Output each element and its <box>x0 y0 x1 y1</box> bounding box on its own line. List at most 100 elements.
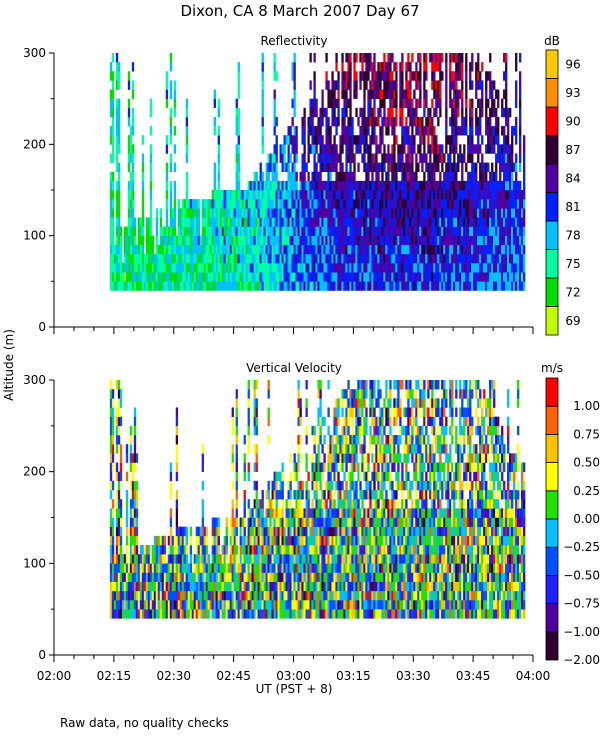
heatmap-cell <box>491 199 494 209</box>
heatmap-cell <box>149 253 153 264</box>
heatmap-cell <box>511 281 514 291</box>
heatmap-cell <box>379 135 382 145</box>
heatmap-cell <box>237 208 240 218</box>
heatmap-cell <box>151 545 155 555</box>
heatmap-cell <box>489 116 492 127</box>
heatmap-cell <box>169 235 173 246</box>
heatmap-cell <box>481 217 484 227</box>
heatmap-cell <box>451 144 454 154</box>
heatmap-cell <box>315 462 318 472</box>
heatmap-cell <box>421 190 424 200</box>
heatmap-cell <box>233 244 236 255</box>
heatmap-cell <box>293 244 296 255</box>
heatmap-cell <box>195 572 198 582</box>
heatmap-cell <box>267 235 270 246</box>
heatmap-cell <box>121 281 125 291</box>
heatmap-cell <box>295 263 298 273</box>
heatmap-cell <box>519 263 522 273</box>
heatmap-cell <box>333 190 336 200</box>
heatmap-cell <box>307 226 310 236</box>
heatmap-cell <box>243 199 246 209</box>
heatmap-cell <box>321 89 324 99</box>
heatmap-cell <box>143 563 147 573</box>
heatmap-cell <box>303 281 306 291</box>
heatmap-cell <box>259 517 262 527</box>
heatmap-cell <box>185 171 189 182</box>
heatmap-cell <box>415 217 418 227</box>
heatmap-cell <box>307 508 310 518</box>
heatmap-cell <box>421 263 424 273</box>
heatmap-cell <box>119 398 123 408</box>
heatmap-cell <box>451 263 454 273</box>
heatmap-cell <box>115 244 119 255</box>
heatmap-cell <box>477 190 480 200</box>
heatmap-cell <box>267 508 270 518</box>
heatmap-cell <box>191 263 195 273</box>
heatmap-cell <box>111 144 115 154</box>
heatmap-cell <box>159 281 163 291</box>
heatmap-cell <box>161 590 165 601</box>
heatmap-cell <box>453 80 456 90</box>
heatmap-cell <box>179 235 183 246</box>
heatmap-cell <box>241 272 244 282</box>
heatmap-cell <box>361 263 364 273</box>
heatmap-cell <box>135 244 139 255</box>
heatmap-cell <box>137 235 141 246</box>
heatmap-cell <box>203 253 206 264</box>
heatmap-cell <box>285 581 288 592</box>
heatmap-cell <box>137 217 141 227</box>
heatmap-cell <box>379 235 382 246</box>
heatmap-cell <box>305 226 308 236</box>
heatmap-cell <box>367 153 370 163</box>
heatmap-cell <box>267 389 270 399</box>
heatmap-cell <box>445 53 448 63</box>
heatmap-cell <box>235 480 238 491</box>
heatmap-cell <box>139 217 143 227</box>
heatmap-cell <box>261 62 264 72</box>
heatmap-cell <box>287 581 290 592</box>
heatmap-cell <box>139 244 143 255</box>
heatmap-cell <box>501 253 504 264</box>
heatmap-cell <box>231 416 234 427</box>
heatmap-cell <box>339 244 342 255</box>
heatmap-cell <box>213 235 216 246</box>
heatmap-cell <box>417 98 420 109</box>
heatmap-cell <box>441 208 444 218</box>
heatmap-cell <box>431 53 434 63</box>
heatmap-cell <box>115 554 119 564</box>
heatmap-cell <box>509 107 512 118</box>
heatmap-cell <box>363 135 366 145</box>
heatmap-cell <box>129 554 133 564</box>
heatmap-cell <box>253 444 256 454</box>
heatmap-cell <box>227 226 230 236</box>
heatmap-cell <box>361 180 364 191</box>
heatmap-cell <box>313 281 316 291</box>
heatmap-cell <box>165 235 169 246</box>
heatmap-cell <box>235 253 238 264</box>
heatmap-cell <box>303 263 306 273</box>
heatmap-cell <box>407 144 410 154</box>
heatmap-cell <box>383 190 386 200</box>
heatmap-cell <box>209 217 212 227</box>
heatmap-cell <box>183 263 187 273</box>
heatmap-cell <box>369 199 372 209</box>
heatmap-cell <box>313 526 316 537</box>
heatmap-cell <box>275 208 278 218</box>
heatmap-cell <box>349 116 352 127</box>
heatmap-cell <box>345 71 348 81</box>
heatmap-cell <box>127 180 131 191</box>
heatmap-cell <box>459 144 462 154</box>
heatmap-cell <box>311 545 314 555</box>
heatmap-cell <box>389 53 392 63</box>
heatmap-cell <box>281 609 284 619</box>
heatmap-cell <box>497 217 500 227</box>
heatmap-cell <box>439 171 442 182</box>
heatmap-cell <box>385 126 388 136</box>
heatmap-cell <box>171 581 175 592</box>
heatmap-cell <box>185 190 189 200</box>
heatmap-cell <box>377 272 380 282</box>
heatmap-cell <box>379 263 382 273</box>
heatmap-cell <box>137 281 141 291</box>
heatmap-cell <box>275 563 278 573</box>
heatmap-cell <box>131 545 135 555</box>
